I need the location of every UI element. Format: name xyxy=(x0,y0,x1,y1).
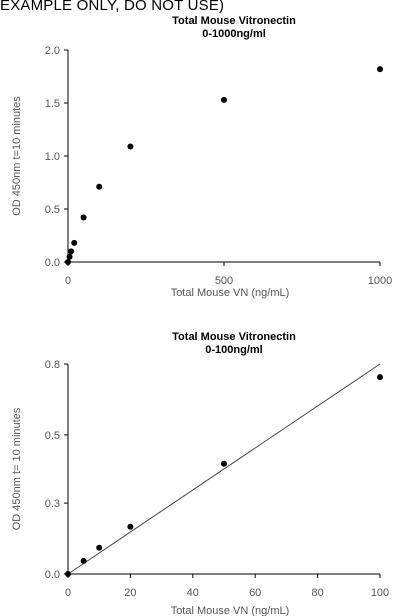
data-point xyxy=(221,96,227,103)
y-tick-label: 0.5 xyxy=(45,204,60,216)
data-point xyxy=(377,374,383,381)
y-tick-label: 2.0 xyxy=(45,45,60,57)
x-tick-label: 1000 xyxy=(368,275,392,287)
data-point xyxy=(127,523,134,530)
data-point xyxy=(127,143,134,150)
y-tick-label: 0.3 xyxy=(45,498,60,510)
data-point xyxy=(221,460,227,467)
header-note: EXAMPLE ONLY, DO NOT USE) xyxy=(0,0,225,14)
y-tick-label: 0.5 xyxy=(45,430,60,442)
y-tick-label: 1.0 xyxy=(45,151,60,163)
x-axis-label: Total Mouse VN (ng/mL) xyxy=(171,287,290,299)
x-tick-label: 0 xyxy=(65,587,71,599)
y-tick-label: 0.0 xyxy=(45,257,60,269)
data-point xyxy=(65,259,71,265)
data-point xyxy=(80,214,87,221)
chart-subtitle: 0-1000ng/ml xyxy=(202,28,266,40)
y-tick-label: 1.5 xyxy=(45,98,60,110)
y-tick-label: 0.8 xyxy=(45,359,60,371)
data-point xyxy=(65,571,71,577)
x-tick-label: 500 xyxy=(215,275,233,287)
x-tick-label: 0 xyxy=(65,275,71,287)
x-tick-label: 40 xyxy=(187,587,199,599)
x-tick-label: 100 xyxy=(371,587,389,599)
data-point xyxy=(68,248,75,255)
data-point xyxy=(66,253,73,260)
chart-subtitle: 0-100ng/ml xyxy=(205,344,262,356)
x-tick-label: 20 xyxy=(124,587,136,599)
chart-title: Total Mouse Vitronectin xyxy=(172,15,296,27)
chart-title: Total Mouse Vitronectin xyxy=(172,331,296,343)
data-point xyxy=(377,66,383,73)
trendline xyxy=(67,363,381,575)
x-tick-label: 60 xyxy=(249,587,261,599)
data-point xyxy=(80,557,87,564)
y-axis-label: OD 450nm t=10 minutes xyxy=(11,96,23,216)
data-point xyxy=(71,239,78,246)
y-tick-label: 0.0 xyxy=(45,569,60,581)
x-axis-label: Total Mouse VN (ng/mL) xyxy=(171,605,290,616)
x-tick-label: 80 xyxy=(311,587,323,599)
data-point xyxy=(96,544,103,551)
data-point xyxy=(96,183,103,190)
y-axis-label: OD 450nm t= 10 minutes xyxy=(11,407,23,530)
